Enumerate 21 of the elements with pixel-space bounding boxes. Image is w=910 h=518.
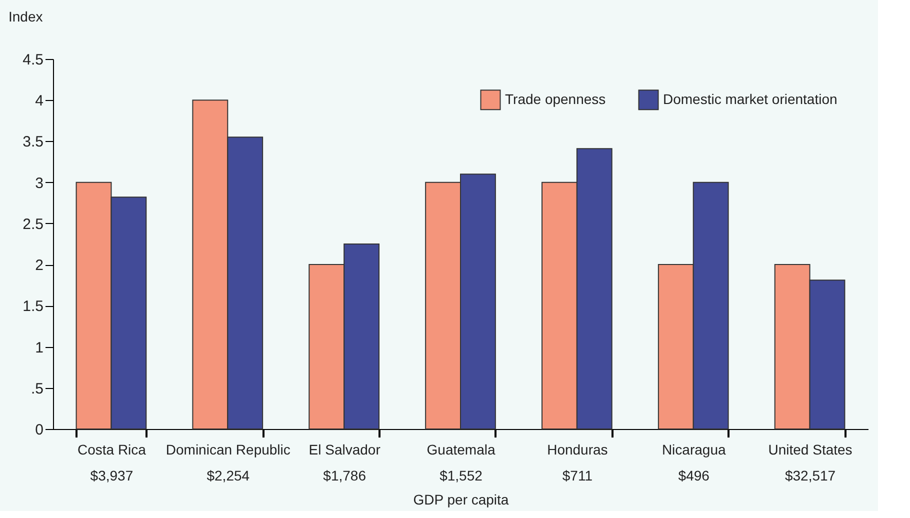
y-tick-label: 3 bbox=[35, 174, 44, 192]
y-tick-label: 1.5 bbox=[22, 298, 44, 316]
y-axis-title: Index bbox=[8, 8, 43, 24]
x-tick-label: United States $32,517 bbox=[768, 442, 852, 484]
y-tick-label: 2 bbox=[35, 257, 44, 274]
x-tick-label: Honduras $711 bbox=[547, 442, 608, 484]
y-tick-label: .5 bbox=[30, 380, 44, 398]
y-tick-label: 3.5 bbox=[22, 134, 44, 151]
y-tick-label: 2.5 bbox=[22, 216, 44, 233]
x-axis-title: GDP per capita bbox=[413, 492, 509, 508]
y-tick-label: 0 bbox=[35, 422, 44, 438]
x-tick-label: Guatemala $1,552 bbox=[426, 442, 496, 484]
y-tick-label: 1 bbox=[35, 339, 44, 356]
x-tick-label: Costa Rica $3,937 bbox=[77, 442, 146, 484]
y-tick-label: 4 bbox=[35, 92, 44, 110]
y-tick-label: 4.5 bbox=[22, 52, 44, 68]
x-tick-label: Dominican Republic $2,254 bbox=[166, 442, 290, 484]
legend-label: Trade openness bbox=[505, 90, 606, 107]
x-tick-label: El Salvador $1,786 bbox=[308, 442, 381, 484]
x-tick-label: Nicaragua $496 bbox=[662, 442, 726, 484]
legend-label: Domestic market orientation bbox=[663, 90, 838, 107]
